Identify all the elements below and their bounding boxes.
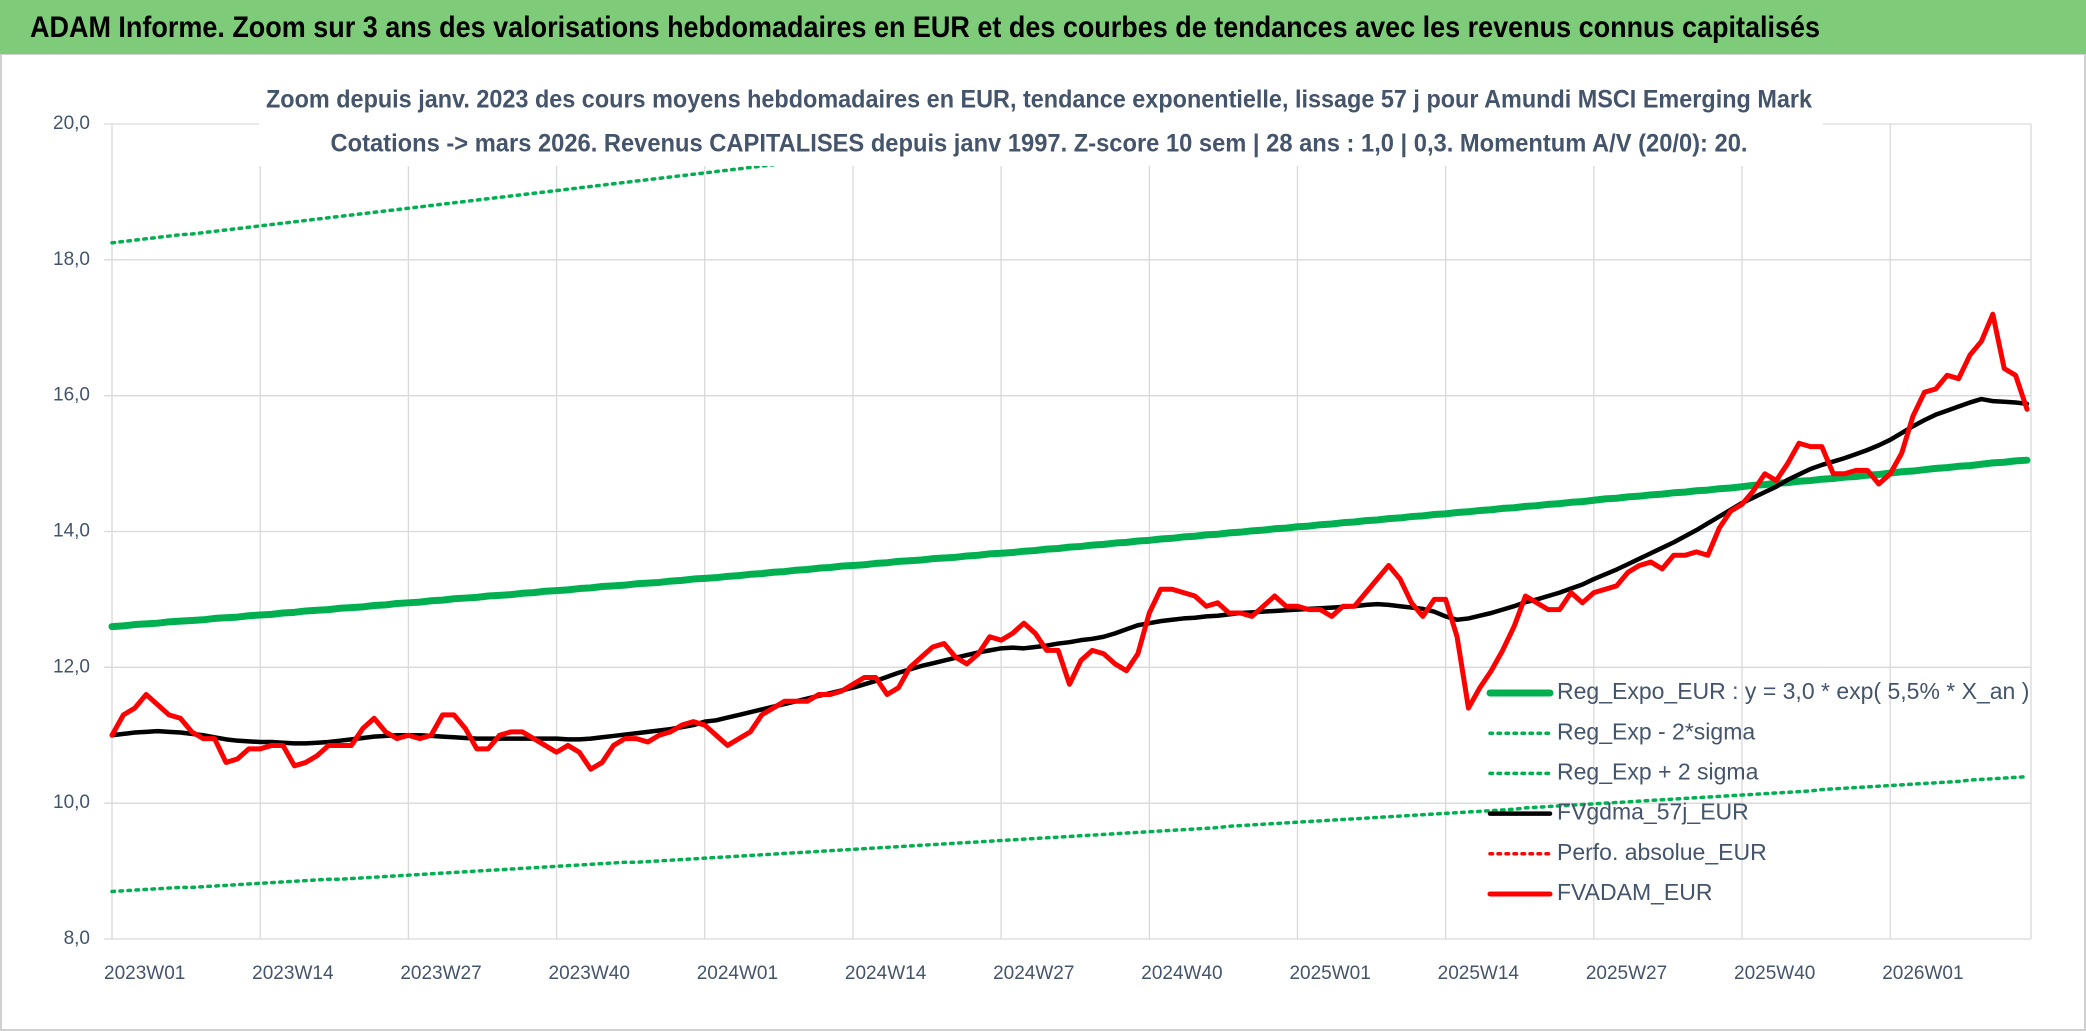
x-tick-label: 2025W14 — [1438, 963, 1520, 984]
header-bar — [0, 0, 2086, 54]
series-line — [108, 456, 2031, 631]
y-tick-label: 10,0 — [53, 792, 90, 813]
plot-lines — [108, 124, 2031, 894]
grid: 8,0 10,0 12,0 14,0 16,0 18,0 20,0 2023W01 2023W1… — [53, 113, 2032, 984]
legend-label: Reg_Exp + 2 sigma — [1557, 758, 1759, 784]
series-line — [109, 311, 2030, 772]
x-tick-label: 2026W01 — [1882, 963, 1963, 984]
y-tick-label: 12,0 — [53, 656, 90, 677]
legend-label: FVADAM_EUR — [1557, 879, 1713, 905]
legend: Reg_Expo_EUR : y = 3,0 * exp( 5,5% * X_a… — [1486, 678, 2029, 905]
x-tick-label: 2023W01 — [104, 963, 185, 984]
y-tick-label: 18,0 — [53, 249, 90, 270]
header-title: ADAM Informe. Zoom sur 3 ans des valoris… — [30, 11, 1820, 44]
y-tick-label: 16,0 — [53, 385, 90, 406]
series-line — [110, 124, 1113, 245]
x-tick-label: 2024W01 — [697, 963, 778, 984]
x-tick-label: 2023W27 — [400, 963, 481, 984]
x-tick-label: 2023W40 — [549, 963, 630, 984]
legend-label: Reg_Expo_EUR : y = 3,0 * exp( 5,5% * X_a… — [1557, 678, 2029, 704]
x-tick-label: 2025W01 — [1289, 963, 1370, 984]
y-tick-label: 14,0 — [53, 521, 90, 542]
x-tick-label: 2024W27 — [993, 963, 1074, 984]
x-tick-label: 2025W27 — [1586, 963, 1667, 984]
x-tick-label: 2024W40 — [1141, 963, 1222, 984]
chart-title: Zoom depuis janv. 2023 des cours moyens … — [266, 86, 1812, 114]
x-tick-label: 2025W40 — [1734, 963, 1815, 984]
series-line — [110, 774, 2029, 894]
legend-label: FVgdma_57j_EUR — [1557, 799, 1749, 825]
title-background — [259, 80, 1823, 166]
x-tick-label: 2023W14 — [252, 963, 334, 984]
y-tick-label: 8,0 — [64, 928, 90, 949]
legend-label: Perfo. absolue_EUR — [1557, 839, 1767, 865]
y-tick-label: 20,0 — [53, 113, 90, 134]
x-tick-label: 2024W14 — [845, 963, 927, 984]
legend-label: Reg_Exp - 2*sigma — [1557, 718, 1755, 744]
chart-subtitle: Cotations -> mars 2026. Revenus CAPITALI… — [331, 130, 1748, 158]
